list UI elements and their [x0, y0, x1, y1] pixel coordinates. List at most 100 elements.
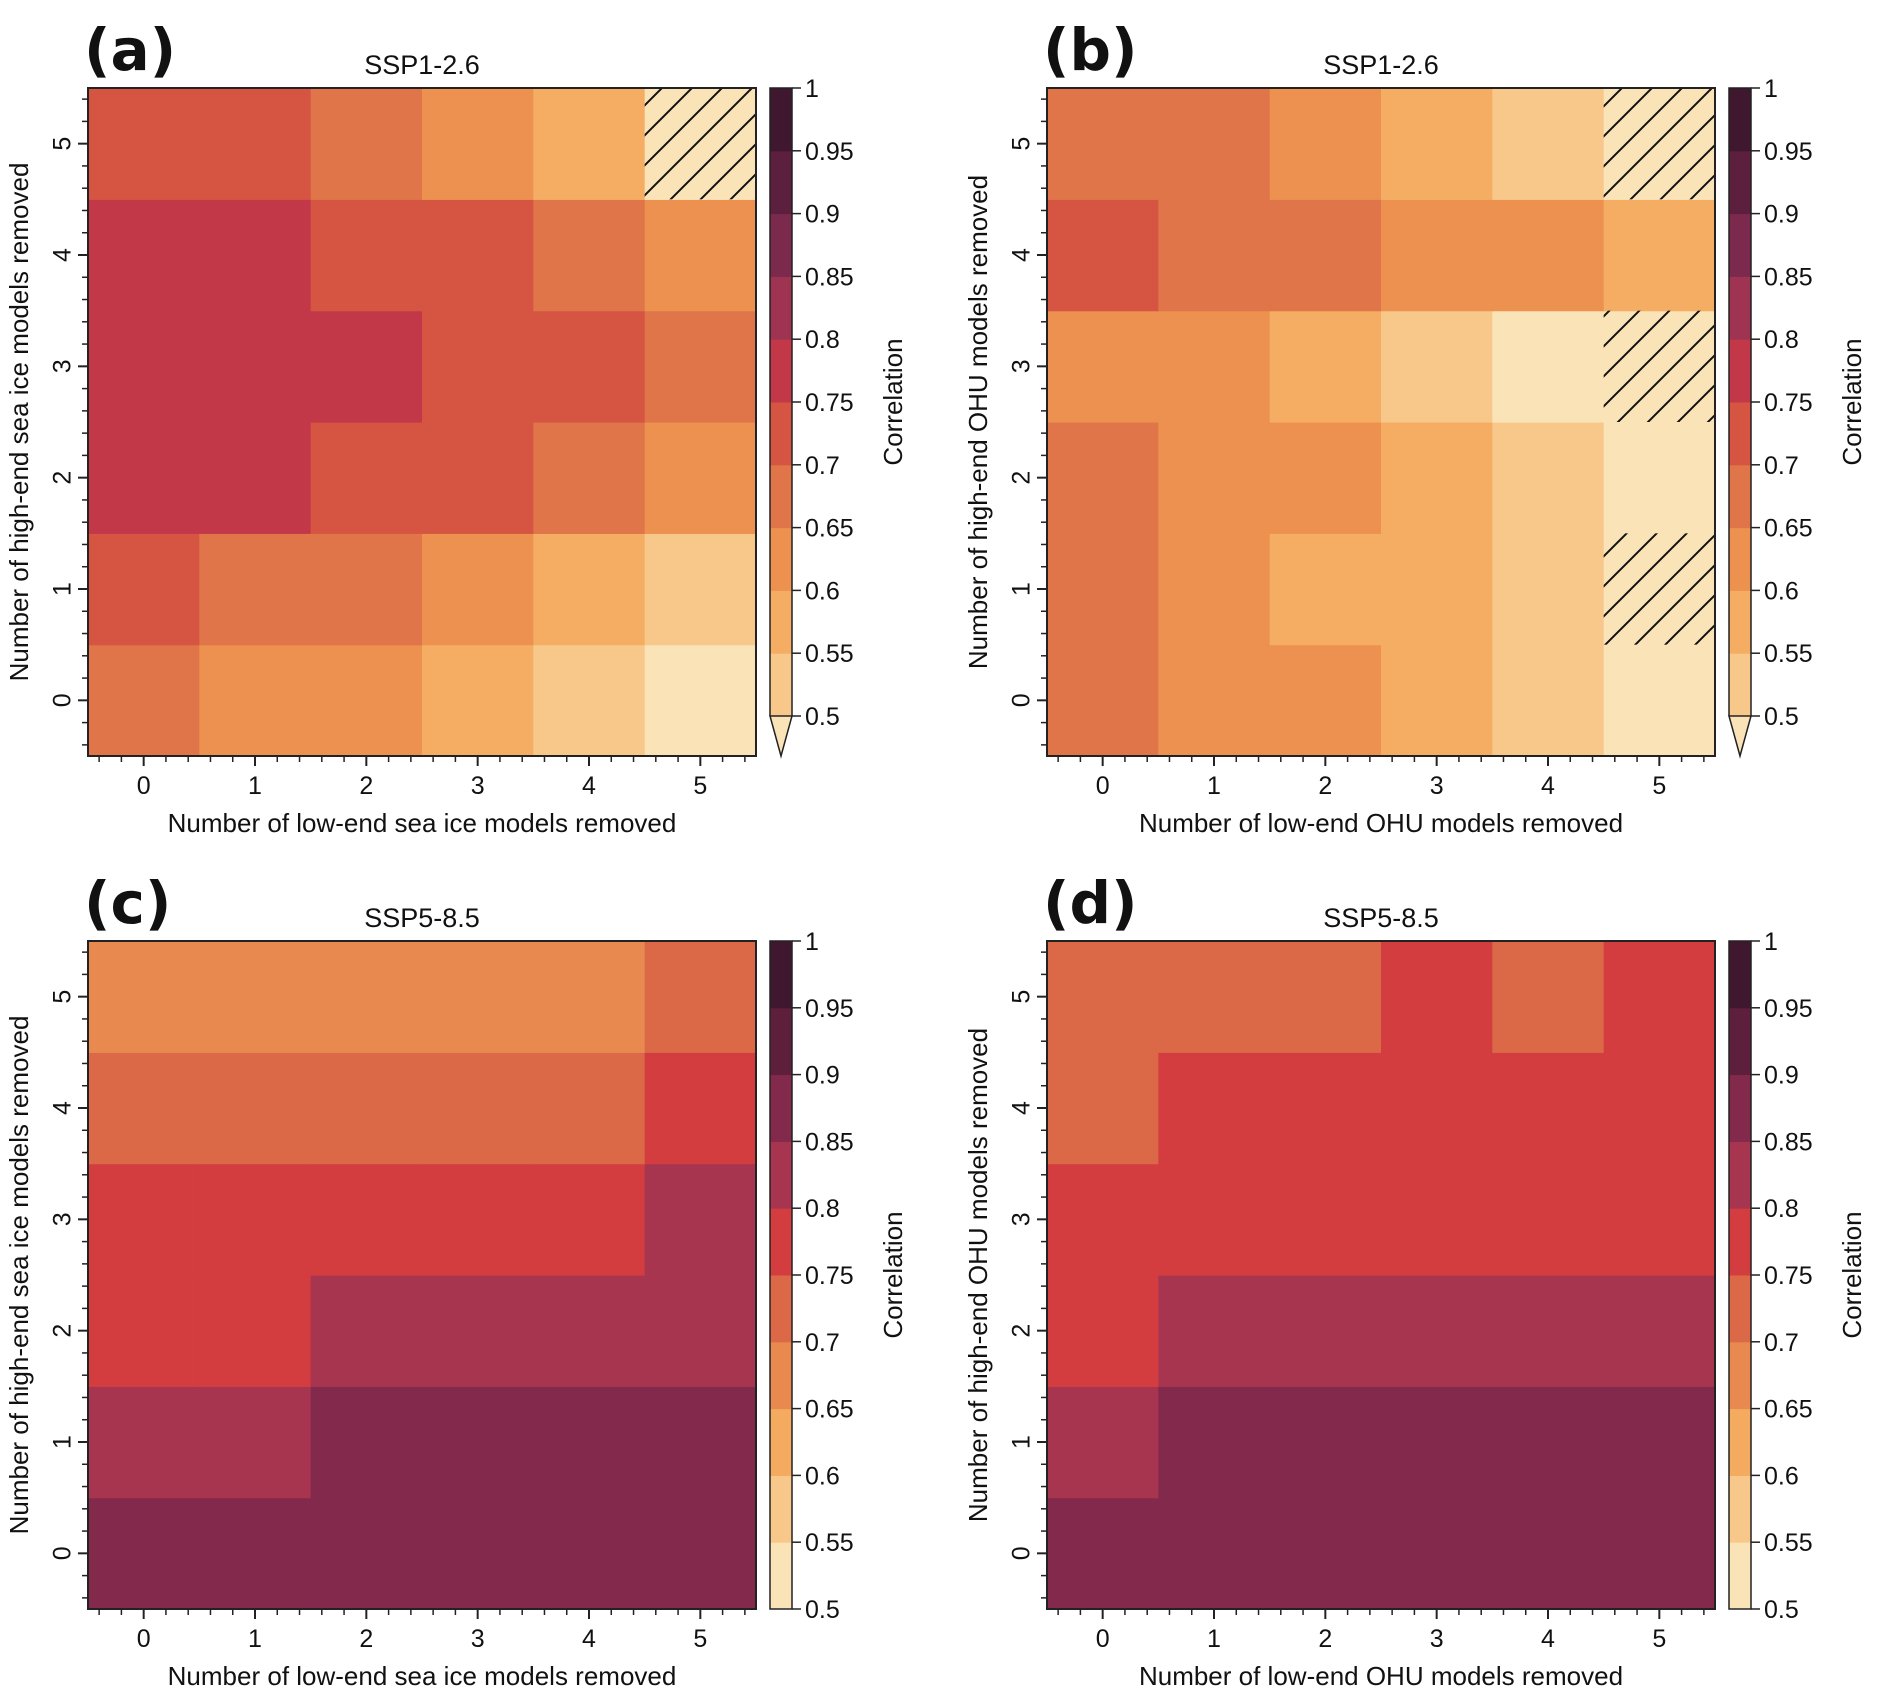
colorbar-swatch: [770, 1542, 792, 1610]
heatmap-cell: [644, 533, 757, 646]
colorbar-tick-label: 0.95: [1764, 138, 1813, 166]
heatmap-cell: [1158, 1275, 1271, 1387]
colorbar-tick-label: 0.75: [805, 389, 854, 417]
heatmap-cell: [88, 88, 200, 200]
x-tick-label: 3: [1430, 1625, 1444, 1653]
colorbar-swatch: [770, 1141, 792, 1209]
heatmap-cell: [1492, 1386, 1605, 1499]
heatmap-cell: [1492, 88, 1605, 200]
heatmap-cell: [533, 1163, 646, 1276]
colorbar-tick-label: 0.9: [805, 1062, 840, 1090]
heatmap-cell: [1603, 422, 1716, 534]
heatmap-cell: [310, 88, 423, 200]
colorbar-swatch: [1729, 653, 1751, 717]
colorbar-tick-label: 0.95: [1764, 995, 1813, 1023]
x-tick-label: 0: [1096, 1625, 1110, 1653]
colorbar-label: Correlation: [878, 1211, 908, 1338]
heatmap-cell: [1381, 199, 1493, 312]
heatmap-cell: [88, 422, 200, 534]
colorbar-tick-label: 0.65: [805, 1396, 854, 1424]
heatmap-cell: [1603, 1386, 1716, 1499]
heatmap-cell: [199, 941, 312, 1053]
heatmap-cell: [1158, 1497, 1271, 1610]
heatmap-cell: [422, 1052, 534, 1165]
y-axis-label: Number of high-end OHU models removed: [963, 1028, 993, 1522]
colorbar-tick-label: 0.7: [805, 1329, 840, 1357]
heatmap-cell: [1269, 1163, 1382, 1276]
colorbar-tick-label: 0.6: [1764, 1462, 1799, 1490]
colorbar-tick-label: 0.6: [805, 577, 840, 605]
heatmap-cell: [88, 533, 200, 646]
heatmap-cell: [644, 310, 757, 423]
x-tick-label: 3: [471, 1625, 485, 1653]
heatmap-cell: [1269, 88, 1382, 200]
colorbar-swatch: [1729, 590, 1751, 654]
x-tick-label: 4: [582, 772, 596, 800]
panel-letter: (c): [84, 869, 171, 937]
heatmap-cell: [199, 1275, 312, 1387]
heatmap-cell: [1269, 644, 1382, 757]
panel-b: (b) SSP1-2.6 0 1 2 3 4 5 Number of low-end OHU m…: [963, 16, 1867, 838]
x-tick-label: 5: [1652, 772, 1666, 800]
heatmap-cell: [1492, 941, 1605, 1053]
heatmap-cell: [533, 644, 646, 757]
colorbar-tick-label: 0.95: [805, 138, 854, 166]
heatmap-cell: [1381, 644, 1493, 757]
heatmap-cell: [644, 1497, 757, 1610]
x-tick-label: 1: [1207, 1625, 1221, 1653]
colorbar: 0.5 0.55 0.6 0.65 0.7 0.75 0.8 0.85 0.9 0.95 1 Corr…: [1728, 928, 1867, 1624]
x-tick-label: 1: [248, 772, 262, 800]
y-tick-label: 4: [49, 248, 77, 262]
heatmap-cells: [1047, 941, 1716, 1610]
colorbar-swatch: [1729, 527, 1751, 591]
heatmap-cell: [1492, 1163, 1605, 1276]
heatmap-cell: [1492, 310, 1605, 423]
colorbar-extension: [1728, 715, 1752, 759]
colorbar-swatch: [1729, 1542, 1751, 1610]
heatmap-cell: [1047, 1163, 1159, 1276]
colorbar-tick-label: 0.5: [805, 1596, 840, 1624]
plot-frame: [87, 87, 757, 757]
heatmap-cell: [1047, 1052, 1159, 1165]
heatmap-cell: [310, 533, 423, 646]
heatmap-cell: [1269, 310, 1382, 423]
heatmap-cell: [88, 310, 200, 423]
heatmap-cell: [88, 1163, 200, 1276]
x-tick-label: 2: [1318, 772, 1332, 800]
colorbar-label: Correlation: [1837, 1211, 1867, 1338]
heatmap-cell: [310, 1275, 423, 1387]
heatmap-cell: [1047, 1497, 1159, 1610]
y-tick-label: 2: [1008, 1324, 1036, 1338]
colorbar-swatch: [1729, 1475, 1751, 1543]
y-tick-label: 1: [49, 582, 77, 596]
heatmap-cell: [644, 199, 757, 312]
x-tick-label: 3: [471, 772, 485, 800]
heatmap-cells: [88, 88, 757, 757]
colorbar-swatch: [770, 88, 792, 152]
heatmap-cell: [644, 1275, 757, 1387]
colorbar-extension: [769, 715, 793, 759]
y-tick-label: 3: [49, 359, 77, 373]
colorbar-tick-label: 0.85: [805, 1128, 854, 1156]
colorbar-tick-label: 1: [1764, 75, 1778, 103]
heatmap-cell: [1047, 310, 1159, 423]
colorbar-tick-label: 0.85: [1764, 263, 1813, 291]
heatmap-cell: [1269, 1052, 1382, 1165]
heatmap-cell: [88, 1052, 200, 1165]
plot-frame: [87, 940, 757, 1610]
x-tick-label: 2: [1318, 1625, 1332, 1653]
colorbar-tick-label: 0.9: [1764, 201, 1799, 229]
panel-title: SSP5-8.5: [1323, 903, 1439, 933]
colorbar-tick-label: 0.85: [1764, 1128, 1813, 1156]
heatmap-cell: [1381, 88, 1493, 200]
colorbar-tick-label: 0.9: [1764, 1062, 1799, 1090]
colorbar-tick-label: 1: [1764, 928, 1778, 956]
colorbar-swatch: [770, 1408, 792, 1476]
y-tick-label: 2: [1008, 471, 1036, 485]
heatmap-cell: [1158, 533, 1271, 646]
x-tick-label: 5: [693, 1625, 707, 1653]
colorbar-swatch: [1729, 1074, 1751, 1142]
y-tick-label: 0: [49, 693, 77, 707]
hatched-cell: [644, 88, 756, 200]
